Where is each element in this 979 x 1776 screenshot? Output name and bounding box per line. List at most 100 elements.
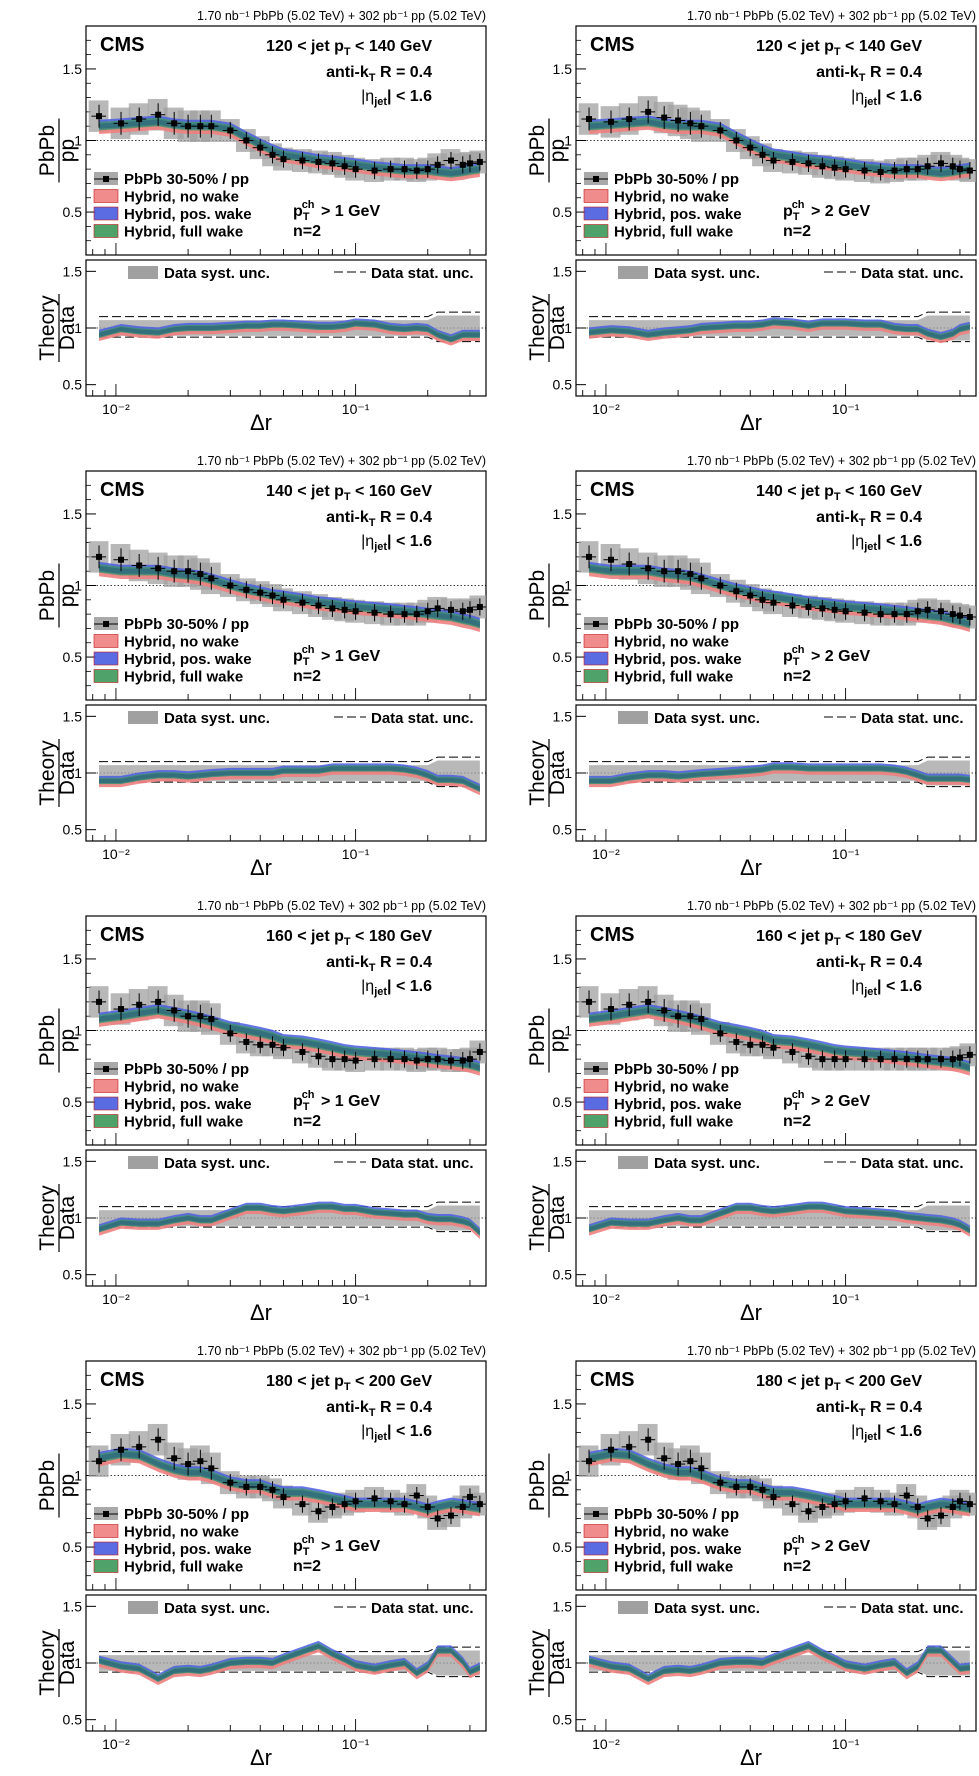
data-point [243,1038,250,1045]
eta-cut-label: |ηjet| < 1.6 [361,978,432,998]
data-point [434,1056,441,1063]
y-label-upper-den: pp [546,139,569,162]
data-point [476,603,483,610]
jet-algo-label: anti-kT R = 0.4 [816,1399,922,1419]
ytick-label-upper: 1 [74,133,82,149]
lumi-text: 1.70 nb⁻¹ PbPb (5.02 TeV) + 302 pb⁻¹ pp … [687,1344,976,1358]
data-point [208,575,215,582]
legend-swatch-full_wake [583,1114,609,1128]
legend-syst-swatch [618,711,648,724]
data-point [155,1436,162,1443]
legend-swatch-full_wake [93,224,119,238]
ytick-label-lower: 1 [564,765,572,781]
legend-swatch-no_wake [93,634,119,648]
data-point [476,1501,483,1508]
ytick-label-upper: 0.5 [63,1539,83,1555]
upper-plot-area [88,98,486,183]
panel-4: 1.70 nb⁻¹ PbPb (5.02 TeV) + 302 pb⁻¹ pp … [526,454,977,880]
n-label: n=2 [783,1558,811,1575]
ytick-label-upper: 0.5 [553,1094,573,1110]
data-point [966,1501,973,1508]
data-point [413,1492,420,1499]
data-point [171,120,178,127]
n-label: n=2 [293,668,321,685]
ytick-label-upper: 1.5 [63,951,83,967]
data-point [698,123,705,130]
data-point [687,120,694,127]
legend-swatch-pos_wake [583,206,609,221]
xtick-label: 10⁻² [102,846,130,862]
legend-label-no_wake: Hybrid, no wake [124,634,239,651]
lower-plot-area [99,756,480,796]
legend-label-no_wake: Hybrid, no wake [124,189,239,206]
legend-stat-label: Data stat. unc. [371,1600,474,1617]
data-point [413,167,420,174]
upper-plot-area [578,1423,976,1530]
data-point [675,117,682,124]
ytick-label-lower: 1.5 [553,708,573,724]
data-point [819,163,826,170]
legend-swatch-pos_wake [93,206,119,221]
data-point [877,611,884,618]
data-point [155,111,162,118]
legend-swatch-no_wake [93,1079,119,1093]
xtick-label: 10⁻² [102,1736,130,1752]
cms-label: CMS [590,1369,634,1391]
data-point [424,608,431,615]
band-overlap [589,1007,970,1071]
ytick-label-lower: 1.5 [63,708,83,724]
stat-line-upper [589,1646,970,1653]
data-point [805,160,812,167]
data-point [387,1498,394,1505]
ytick-label-upper: 0.5 [63,204,83,220]
legend-swatch-full_wake [583,224,609,238]
data-point [770,1044,777,1051]
panel-2: 1.70 nb⁻¹ PbPb (5.02 TeV) + 302 pb⁻¹ pp … [526,9,977,435]
data-point [401,1501,408,1508]
xtick-label: 10⁻¹ [832,1736,860,1752]
eta-cut-label: |ηjet| < 1.6 [851,88,922,108]
legend-swatch-pos_wake [93,1541,119,1556]
data-point [257,144,264,151]
legend-swatch-pos_wake [93,1096,119,1111]
ratio-band-overlap [99,766,480,791]
legend-stat-label: Data stat. unc. [861,265,964,282]
legend-syst-label: Data syst. unc. [164,710,270,727]
y-label-upper-den: pp [546,584,569,607]
legend-swatch-pos_wake [583,1096,609,1111]
data-point [819,1503,826,1510]
data-point [434,161,441,168]
data-point [842,608,849,615]
data-point [770,157,777,164]
data-point [924,606,931,613]
xtick-label: 10⁻¹ [832,846,860,862]
stat-line-lower [99,781,480,788]
data-point [789,602,796,609]
data-point [805,1053,812,1060]
panel-6: 1.70 nb⁻¹ PbPb (5.02 TeV) + 302 pb⁻¹ pp … [526,899,977,1325]
data-point [586,998,593,1005]
data-point [903,166,910,173]
data-point [243,1483,250,1490]
legend-syst-swatch [618,266,648,279]
track-cut-label: pTch > 1 GeV [293,1534,380,1558]
data-point [903,1492,910,1499]
ytick-label-upper: 1 [564,1023,572,1039]
xtick-label: 10⁻¹ [342,1736,370,1752]
y-label-upper-num: PbPb [36,1015,59,1066]
data-point [759,1486,766,1493]
legend-swatch-no_wake [583,1079,609,1093]
x-axis-label: Δr [740,855,762,880]
data-point [257,589,264,596]
pt-bin-label: 180 < jet pT < 200 GeV [756,1373,922,1393]
data-point [136,116,143,123]
lumi-text: 1.70 nb⁻¹ PbPb (5.02 TeV) + 302 pb⁻¹ pp … [197,899,486,913]
data-point [747,144,754,151]
y-label-lower-den: Data [56,306,79,351]
xtick-label: 10⁻² [102,1291,130,1307]
n-label: n=2 [293,1113,321,1130]
ytick-label-upper: 1.5 [553,506,573,522]
ytick-label-lower: 1 [564,1210,572,1226]
track-cut-label: pTch > 2 GeV [783,1089,870,1113]
lower-plot-area [99,1640,480,1686]
